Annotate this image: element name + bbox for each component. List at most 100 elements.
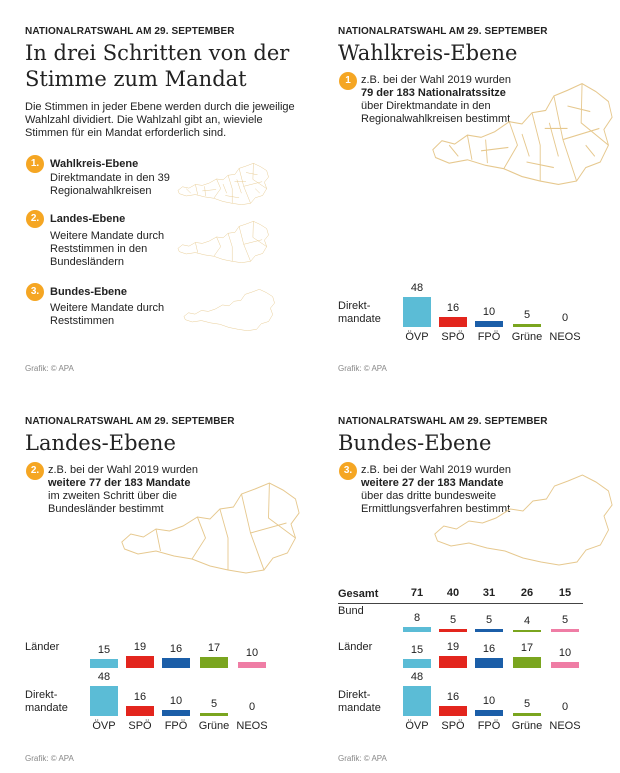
value-label: 16 [446,302,460,315]
bar [238,661,266,668]
note-rest: über das dritte bundesweite Ermittlungsv… [361,490,511,515]
value-label: 10 [245,646,259,659]
x-tick-label: Grüne [511,720,543,732]
totals-label: Gesamt [338,588,379,600]
note-lead: z.B. bei der Wahl 2019 wurden [361,464,512,476]
value-label: 17 [520,642,534,655]
bar [126,656,154,668]
note: z.B. bei der Wahl 2019 wurden weitere 27 … [361,464,511,516]
value-label: 48 [410,282,424,295]
step-number: 2. [26,210,44,228]
value-label: 5 [485,613,493,626]
totals-rule [338,603,583,604]
series-label: Direkt­mandate [338,689,381,714]
note-bold: weitere 77 der 183 Mandate [48,477,191,489]
bar [475,320,503,327]
title: Bundes-Ebene [338,431,492,455]
bar [513,657,541,668]
bar [439,628,467,632]
value-label: 10 [169,694,183,707]
note-lead: z.B. bei der Wahl 2019 wurden [361,74,512,86]
total-value: 26 [520,587,534,599]
value-label: 0 [248,701,256,713]
kicker: NATIONALRATSWAHL AM 29. SEPTEMBER [25,26,235,37]
bar [200,712,228,716]
panel: NATIONALRATSWAHL AM 29. SEPTEMBER Bundes… [313,390,620,773]
bar [551,661,579,668]
panel: NATIONALRATSWAHL AM 29. SEPTEMBER Wahlkr… [313,0,620,383]
value-label: 10 [558,646,572,659]
step-title: Landes-Ebene [50,213,126,225]
x-tick-label: Grüne [511,331,543,343]
x-tick-label: NEOS [549,720,581,732]
value-label: 16 [482,643,496,656]
series-label: Direkt­mandate [25,689,68,714]
source: Grafik: © APA [25,364,74,373]
title: Landes-Ebene [25,431,176,455]
x-tick-label: ÖVP [92,720,116,732]
note-rest: über Direktmandate in den Regionalwahlkr… [361,100,511,125]
map [177,221,269,263]
value-label: 5 [561,613,569,626]
x-tick-label: ÖVP [405,720,429,732]
value-label: 0 [561,312,569,324]
note-lead: z.B. bei der Wahl 2019 wurden [48,464,199,476]
bar [90,686,118,716]
note-number: 2. [26,462,44,480]
series-label: Länder [25,641,60,653]
kicker: NATIONALRATSWAHL AM 29. SEPTEMBER [338,416,548,427]
note-number: 1 [339,72,357,90]
value-label: 19 [133,641,147,654]
total-value: 15 [558,587,572,599]
series-label: Länder [338,641,373,653]
bar [475,709,503,716]
x-tick-label: FPÖ [477,720,501,732]
value-label: 16 [133,691,147,704]
title: Wahlkreis-Ebene [338,41,518,65]
value-label: 48 [97,671,111,684]
series-label: Bund [338,605,364,617]
step-title: Bundes-Ebene [50,286,128,298]
bar [90,658,118,668]
intro: Die Stimmen in jeder Ebene werden durch … [25,101,295,139]
step-text: Weitere Mandate durch Reststimmen [50,302,165,327]
note-rest: im zweiten Schritt über die Bundesländer… [48,490,177,515]
step-number: 1. [26,155,44,173]
bar [513,323,541,327]
bar [439,656,467,668]
bar [403,297,431,327]
bar [403,658,431,668]
value-label: 16 [169,643,183,656]
bar [200,657,228,668]
bar [126,706,154,716]
value-label: 10 [482,694,496,707]
bar [403,627,431,632]
x-tick-label: Grüne [198,720,230,732]
x-tick-label: SPÖ [441,331,465,343]
step-title: Wahlkreis-Ebene [50,158,139,170]
map [121,482,300,574]
bar [551,628,579,632]
x-tick-label: SPÖ [441,720,465,732]
x-tick-label: NEOS [549,331,581,343]
value-label: 5 [523,308,531,321]
note-number: 3. [339,462,357,480]
value-label: 5 [449,613,457,626]
step-text: Weitere Mandate durch Reststimmen in den… [50,230,165,268]
value-label: 5 [210,697,218,710]
value-label: 16 [446,691,460,704]
panel: NATIONALRATSWAHL AM 29. SEPTEMBER In dre… [0,0,307,383]
value-label: 8 [413,612,421,625]
map [183,289,275,331]
value-label: 5 [523,697,531,710]
bar [162,709,190,716]
value-label: 17 [207,642,221,655]
bar [439,317,467,327]
note: z.B. bei der Wahl 2019 wurden weitere 77 … [48,464,198,516]
bar [513,712,541,716]
note-bold: 79 der 183 Nationalratssitze [361,87,506,99]
title: In drei Schritten von der Stimme zum Man… [25,41,290,91]
total-value: 40 [446,587,460,599]
step-number: 3. [26,283,44,301]
